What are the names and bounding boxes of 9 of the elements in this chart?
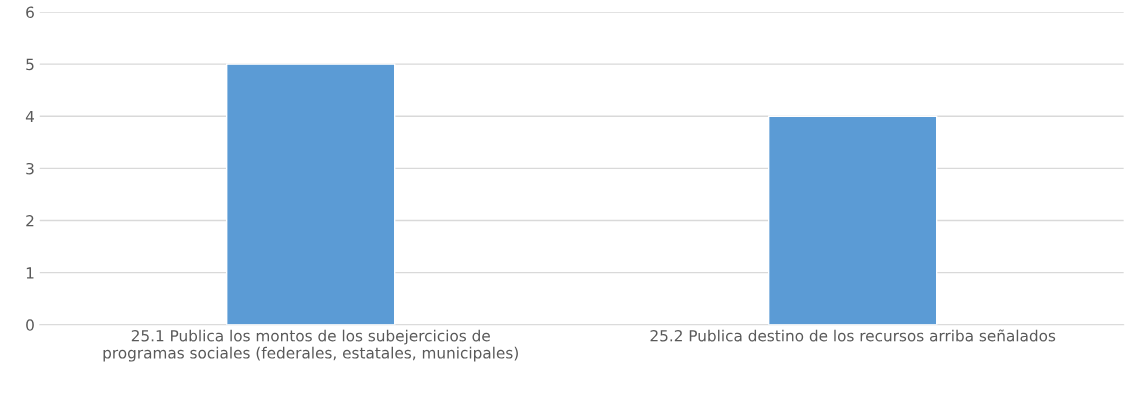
x-tick-label: 25.1 Publica los montos de los subejercicios de programas sociales (federales, estatales, municipales) xyxy=(103,329,518,362)
y-tick-label: 2 xyxy=(26,215,34,227)
y-tick-label: 6 xyxy=(26,6,34,19)
y-tick-label: 5 xyxy=(26,58,34,71)
y-tick-label: 1 xyxy=(26,267,34,279)
y-tick-label: 4 xyxy=(25,110,35,123)
x-tick-label: 25.2 Publica destino de los recursos arriba señalados xyxy=(650,329,1056,342)
y-tick-label: 0 xyxy=(26,319,34,331)
y-tick-label: 3 xyxy=(26,162,34,175)
